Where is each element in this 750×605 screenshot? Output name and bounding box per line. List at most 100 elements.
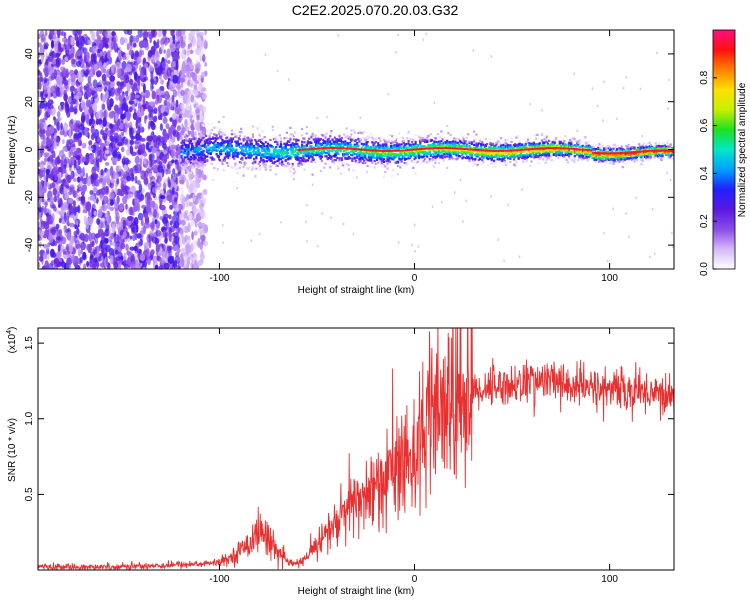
heatmap-cell	[124, 194, 131, 200]
heatmap-cell	[243, 138, 246, 141]
heatmap-cell	[57, 231, 62, 236]
heatmap-cell	[123, 164, 129, 172]
heatmap-cell	[58, 104, 62, 110]
heatmap-cell	[279, 143, 283, 146]
heatmap-cell	[291, 148, 294, 151]
heatmap-cell	[77, 30, 83, 35]
heatmap-cell	[477, 165, 480, 168]
heatmap-cell	[434, 137, 437, 140]
heatmap-cell	[149, 37, 152, 44]
heatmap-cell	[163, 49, 166, 54]
heatmap-cell	[337, 167, 340, 170]
heatmap-cell	[235, 130, 238, 133]
heatmap-cell	[100, 187, 107, 195]
heatmap-cell	[222, 131, 225, 134]
heatmap-cell	[238, 166, 242, 169]
heatmap-cell	[226, 136, 229, 139]
heatmap-cell	[92, 186, 98, 193]
heatmap-cell	[166, 101, 171, 108]
heatmap-cell	[277, 170, 280, 173]
heatmap-cell	[367, 136, 370, 139]
heatmap-cell	[56, 121, 61, 131]
heatmap-cell	[146, 256, 151, 266]
heatmap-cell	[349, 162, 352, 165]
heatmap-cell	[49, 183, 56, 189]
heatmap-cell	[330, 156, 333, 159]
heatmap-cell	[110, 179, 116, 184]
heatmap-cell	[117, 85, 123, 91]
heatmap-cell	[437, 161, 441, 165]
heatmap-cell	[168, 214, 172, 220]
heatmap-cell	[181, 135, 184, 138]
heatmap-cell	[395, 51, 397, 54]
heatmap-cell	[162, 116, 168, 124]
heatmap-cell	[295, 146, 298, 149]
heatmap-cell	[101, 73, 107, 82]
heatmap-cell	[377, 142, 380, 145]
heatmap-cell	[155, 50, 159, 58]
heatmap-cell	[41, 55, 44, 64]
heatmap-cell	[207, 123, 210, 126]
heatmap-cell	[507, 203, 509, 207]
heatmap-cell	[95, 236, 99, 245]
heatmap-cell	[460, 141, 463, 144]
heatmap-cell	[184, 234, 188, 243]
heatmap-cell	[427, 134, 430, 137]
heatmap-cell	[91, 240, 95, 248]
heatmap-cell	[181, 144, 184, 147]
heatmap-cell	[264, 141, 267, 144]
heatmap-cell	[209, 137, 212, 140]
heatmap-cell	[191, 257, 195, 265]
heatmap-cell	[258, 232, 261, 236]
heatmap-cell	[125, 203, 128, 210]
heatmap-cell	[217, 130, 221, 133]
heatmap-cell	[88, 140, 93, 146]
heatmap-cell	[96, 198, 99, 204]
heatmap-cell	[63, 79, 69, 86]
heatmap-cell	[164, 238, 168, 244]
heatmap-cell	[461, 154, 464, 157]
heatmap-cell	[230, 149, 233, 153]
heatmap-cell	[465, 199, 467, 203]
heatmap-cell	[345, 127, 348, 130]
heatmap-cell	[135, 35, 139, 43]
heatmap-cell	[447, 132, 450, 135]
heatmap-cell	[261, 150, 264, 153]
heatmap-cell	[303, 158, 306, 161]
heatmap-cell	[191, 138, 194, 141]
heatmap-cell	[140, 110, 145, 116]
heatmap-cell	[129, 35, 134, 43]
heatmap-cell	[144, 89, 151, 99]
heatmap-cell	[78, 38, 84, 43]
heatmap-cell	[339, 150, 342, 153]
heatmap-cell	[85, 83, 90, 92]
heatmap-cell	[321, 212, 323, 215]
heatmap-cell	[110, 40, 115, 51]
heatmap-cell	[49, 30, 55, 36]
heatmap-cell	[202, 150, 205, 153]
heatmap-cell	[174, 255, 181, 264]
heatmap-cell	[107, 50, 111, 60]
heatmap-cell	[109, 191, 115, 199]
heatmap-cell	[398, 143, 401, 146]
heatmap-cell	[189, 172, 192, 175]
heatmap-cell	[70, 101, 74, 111]
heatmap-cell	[217, 155, 221, 158]
heatmap-cell	[316, 117, 319, 120]
heatmap-cell	[331, 138, 334, 141]
heatmap-cell	[39, 85, 42, 90]
heatmap-cell	[251, 125, 254, 128]
heatmap-cell	[269, 168, 272, 172]
heatmap-cell	[541, 109, 543, 112]
heatmap-cell	[243, 135, 246, 138]
heatmap-cell	[359, 160, 362, 163]
heatmap-cell	[81, 156, 87, 163]
heatmap-cell	[114, 187, 118, 195]
heatmap-cell	[251, 133, 254, 136]
heatmap-cell	[142, 95, 146, 105]
heatmap-cell	[392, 169, 395, 172]
heatmap-cell	[101, 204, 108, 212]
heatmap-cell	[186, 106, 191, 111]
heatmap-cell	[386, 162, 389, 165]
heatmap-cell	[433, 101, 436, 104]
